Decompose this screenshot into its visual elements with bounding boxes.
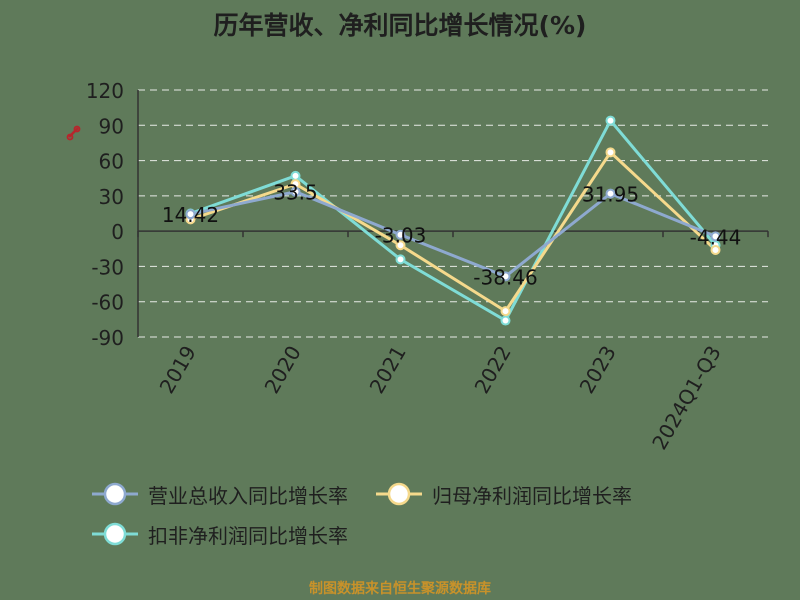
x-tick-label: 2021 <box>365 342 411 398</box>
data-label: 31.95 <box>582 183 639 207</box>
legend-symbol <box>92 522 138 546</box>
data-point <box>710 244 721 255</box>
x-tick-label: 2022 <box>470 342 516 398</box>
data-point <box>500 315 511 326</box>
data-point <box>290 186 301 197</box>
data-point <box>290 170 301 181</box>
data-point <box>395 240 406 251</box>
data-point <box>500 271 511 282</box>
legend-symbol <box>92 482 138 506</box>
y-tick-label: -30 <box>91 255 124 279</box>
y-tick-label: 0 <box>111 220 124 244</box>
data-point <box>710 231 721 242</box>
x-tick-label: 2024Q1-Q3 <box>647 342 726 454</box>
y-tick-label: 30 <box>99 185 124 209</box>
y-tick-label: 60 <box>99 150 124 174</box>
data-label: -3.03 <box>375 224 427 248</box>
data-point <box>395 229 406 240</box>
legend-item[interactable]: 扣非净利润同比增长率 <box>90 514 348 554</box>
source-note: 制图数据来自恒生聚源数据库 <box>309 581 491 597</box>
data-label: -38.46 <box>473 265 537 289</box>
series-line <box>190 150 717 314</box>
legend-label: 扣非净利润同比增长率 <box>148 523 348 548</box>
data-label: -4.44 <box>690 225 742 249</box>
legend-item[interactable]: 营业总收入同比增长率 <box>90 474 348 514</box>
x-tick-label: 2023 <box>575 342 621 398</box>
legend-symbol <box>376 482 422 506</box>
data-point <box>605 188 616 199</box>
series-line <box>190 190 717 279</box>
legend-label: 营业总收入同比增长率 <box>148 483 348 508</box>
legend-label: 归母净利润同比增长率 <box>432 483 632 508</box>
data-point <box>605 115 616 126</box>
data-point <box>185 209 196 220</box>
x-tick-label: 2019 <box>155 342 201 398</box>
data-point <box>395 254 406 265</box>
y-tick-label: 120 <box>86 79 124 103</box>
x-tick-label: 2020 <box>260 342 306 398</box>
y-tick-label: -60 <box>91 291 124 315</box>
legend-item[interactable]: 归母净利润同比增长率 <box>374 474 632 514</box>
chart-legend: 营业总收入同比增长率 归母净利润同比增长率扣非净利润同比增长率 <box>90 474 790 554</box>
series-line <box>189 117 717 323</box>
data-point <box>605 147 616 158</box>
y-tick-label: 90 <box>99 114 124 138</box>
data-point <box>500 306 511 317</box>
data-label: 14.42 <box>162 203 219 227</box>
chart-title: 历年营收、净利同比增长情况(%) <box>213 11 587 40</box>
data-label: 33.5 <box>273 181 318 205</box>
link-icon <box>66 125 82 145</box>
y-tick-label: -90 <box>91 326 124 350</box>
